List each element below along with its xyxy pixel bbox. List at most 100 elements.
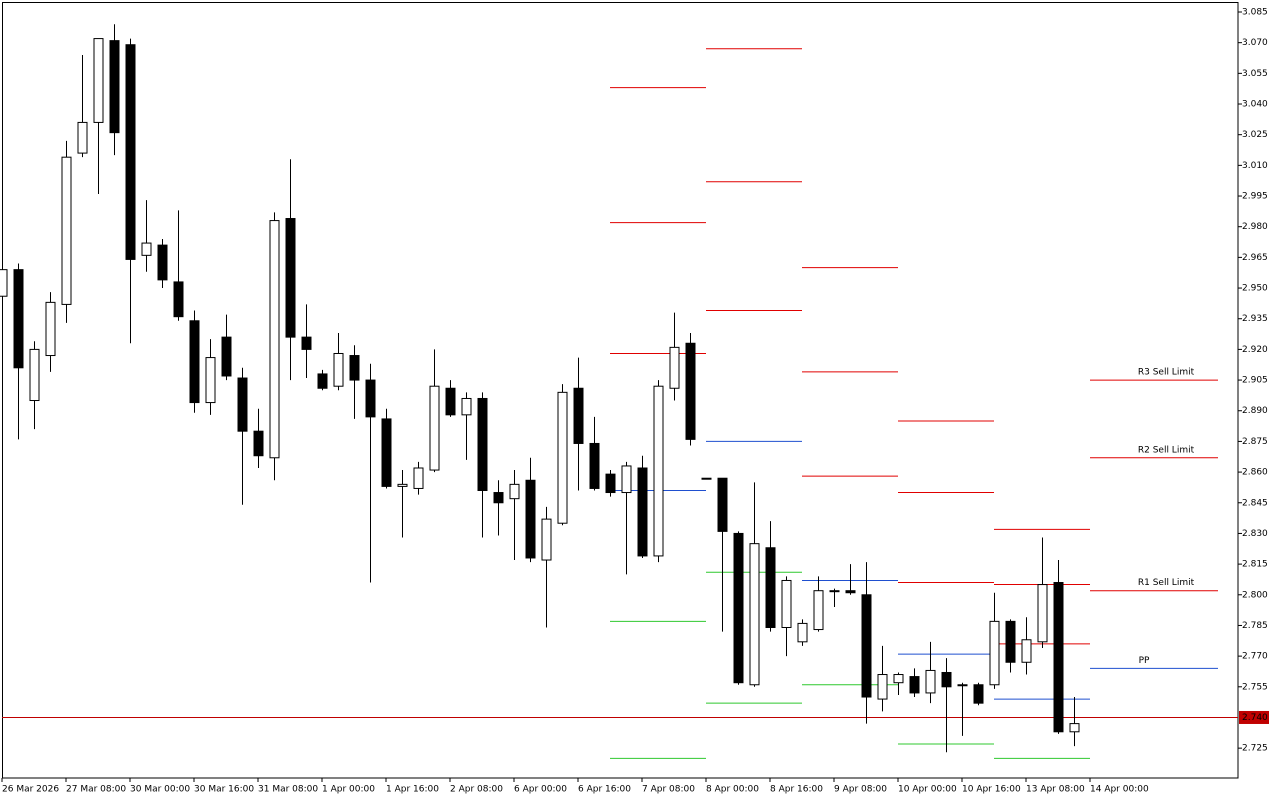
candle-body: [685, 342, 696, 440]
candle-body: [1053, 582, 1064, 733]
candle-body: [493, 492, 504, 504]
current-price-label: 2.740: [1242, 713, 1268, 723]
candle-body: [269, 220, 280, 459]
y-tick-label: 2.965: [1242, 253, 1268, 263]
candle-body: [429, 385, 440, 471]
candle-body: [237, 377, 248, 432]
candle-body: [1021, 639, 1032, 663]
y-tick-label: 2.890: [1242, 406, 1268, 416]
candle-body: [621, 465, 632, 494]
candle-body: [253, 430, 264, 457]
candle-body: [365, 379, 376, 418]
current-price-box: [1239, 710, 1269, 724]
y-tick-label: 2.905: [1242, 376, 1268, 386]
y-tick-label: 3.010: [1242, 161, 1268, 171]
y-tick-label: 3.055: [1242, 69, 1268, 79]
candle-body: [109, 40, 120, 134]
x-tick-label: 13 Apr 08:00: [1026, 785, 1085, 795]
x-tick-label: 8 Apr 16:00: [770, 785, 823, 795]
y-tick-label: 2.815: [1242, 560, 1268, 570]
candle-body: [381, 418, 392, 487]
y-tick-label: 2.770: [1242, 652, 1268, 662]
candle-body: [333, 352, 344, 387]
candle-body: [909, 676, 920, 694]
x-tick-label: 14 Apr 00:00: [1090, 785, 1149, 795]
y-tick-label: 3.025: [1242, 130, 1268, 140]
candle-body: [573, 387, 584, 444]
candle-body: [541, 518, 552, 561]
candle-body: [29, 348, 40, 402]
x-tick-label: 31 Mar 08:00: [258, 785, 318, 795]
candle-body: [893, 674, 904, 684]
candle-body: [173, 281, 184, 318]
x-tick-label: 10 Apr 00:00: [898, 785, 957, 795]
candle-body: [285, 218, 296, 338]
y-tick-label: 2.845: [1242, 498, 1268, 508]
candle-body: [525, 479, 536, 559]
y-tick-label: 2.830: [1242, 529, 1268, 539]
candle-body: [221, 336, 232, 377]
x-tick-label: 1 Apr 00:00: [322, 785, 375, 795]
level-label: R2 Sell Limit: [1138, 445, 1195, 455]
candle-body: [461, 397, 472, 416]
candle-body: [925, 669, 936, 694]
y-tick-label: 3.040: [1242, 100, 1268, 110]
candle-body: [653, 385, 664, 557]
y-tick-label: 3.085: [1242, 7, 1268, 17]
x-tick-label: 9 Apr 08:00: [834, 785, 887, 795]
x-tick-label: 27 Mar 08:00: [66, 785, 126, 795]
x-tick-label: 30 Mar 00:00: [130, 785, 190, 795]
y-tick-label: 2.980: [1242, 222, 1268, 232]
x-tick-label: 30 Mar 16:00: [194, 785, 254, 795]
candle-body: [477, 397, 488, 491]
x-tick-label: 1 Apr 16:00: [386, 785, 439, 795]
candle-body: [589, 442, 600, 489]
x-tick-label: 6 Apr 00:00: [514, 785, 567, 795]
plot-frame: [2, 2, 1239, 779]
level-label: R3 Sell Limit: [1138, 368, 1195, 378]
candle-body: [413, 467, 424, 489]
candle-body: [797, 622, 808, 643]
x-tick-label: 7 Apr 08:00: [642, 785, 695, 795]
candle-body: [1005, 620, 1016, 663]
candle-body: [957, 684, 968, 687]
candle-body: [989, 620, 1000, 686]
x-tick-label: 8 Apr 00:00: [706, 785, 759, 795]
level-label: R1 Sell Limit: [1138, 578, 1195, 588]
candle-body: [445, 387, 456, 416]
candle-body: [877, 674, 888, 700]
candle-body: [61, 156, 72, 305]
candle-body: [637, 467, 648, 557]
candle-body: [813, 590, 824, 631]
candle-body: [829, 590, 840, 593]
candle-body: [1037, 584, 1048, 643]
x-tick-label: 26 Mar 2026: [2, 785, 59, 795]
y-tick-label: 2.800: [1242, 590, 1268, 600]
candle-body: [0, 269, 8, 297]
candle-body: [781, 579, 792, 628]
y-tick-label: 2.950: [1242, 284, 1268, 294]
candle-body: [317, 373, 328, 389]
candle-body: [45, 301, 56, 357]
candle-body: [77, 121, 88, 154]
candle-body: [941, 671, 952, 688]
candle-body: [861, 594, 872, 698]
candle-body: [13, 269, 24, 369]
y-tick-label: 2.875: [1242, 437, 1268, 447]
x-tick-label: 6 Apr 16:00: [578, 785, 631, 795]
candle-body: [717, 477, 728, 532]
candle-body: [557, 391, 568, 524]
y-tick-label: 2.725: [1242, 744, 1268, 754]
y-tick-label: 2.920: [1242, 345, 1268, 355]
candle-body: [397, 483, 408, 487]
candle-body: [301, 336, 312, 350]
candle-body: [749, 543, 760, 686]
candle-body: [605, 473, 616, 494]
candle-body: [141, 242, 152, 256]
candle-body: [973, 684, 984, 704]
candle-body: [845, 590, 856, 594]
candle-body: [125, 44, 136, 260]
level-label: PP: [1139, 656, 1150, 666]
x-tick-label: 10 Apr 16:00: [962, 785, 1021, 795]
